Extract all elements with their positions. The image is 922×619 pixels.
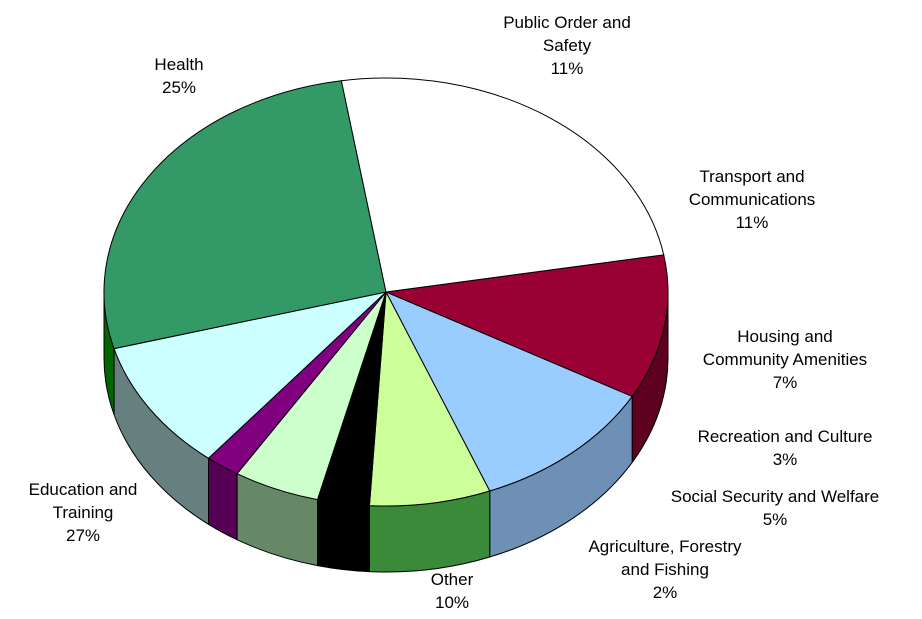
pie-slice-6: [113, 291, 388, 459]
slice-label-5: Agriculture, Forestry and Fishing 2%: [588, 537, 742, 602]
pie-slice-2: [368, 290, 491, 507]
pie-top-faces: [103, 77, 669, 507]
slice-name-5-1: and Fishing: [621, 560, 709, 579]
slice-name-0-0: Public Order and: [503, 13, 631, 32]
slice-label-7: Education and Training 27%: [29, 480, 138, 545]
pie-slice-7: [103, 80, 387, 350]
slice-name-5-0: Agriculture, Forestry: [588, 537, 742, 556]
slice-label-2: Housing and Community Amenities 7%: [703, 327, 867, 392]
slice-label-0: Public Order and Safety 11%: [503, 13, 631, 78]
slice-percent-5: 2%: [653, 583, 678, 602]
slice-label-3: Recreation and Culture 3%: [698, 427, 873, 469]
slice-name-6-0: Other: [431, 570, 474, 589]
slice-percent-8: 25%: [162, 78, 196, 97]
slice-name-2-1: Community Amenities: [703, 350, 867, 369]
slice-label-1: Transport and Communications 11%: [689, 167, 816, 232]
slice-label-6: Other 10%: [431, 570, 474, 612]
slice-name-0-1: Safety: [543, 36, 592, 55]
slice-percent-4: 5%: [763, 510, 788, 529]
slice-percent-0: 11%: [551, 59, 584, 78]
slice-name-7-0: Education and: [29, 480, 138, 499]
slice-percent-2: 7%: [773, 373, 798, 392]
pie-slice-0: [384, 254, 669, 398]
pie-side-walls: [103, 291, 669, 573]
pie-slice-1: [384, 290, 633, 492]
slice-percent-6: 10%: [435, 593, 469, 612]
pie-side-3: [316, 498, 370, 573]
slice-percent-3: 3%: [773, 450, 798, 469]
pie-slice-8: [340, 77, 665, 293]
slice-name-7-1: Training: [53, 503, 114, 522]
slice-name-1-0: Transport and: [699, 167, 804, 186]
slice-name-1-1: Communications: [689, 190, 816, 209]
slice-percent-7: 27%: [66, 526, 100, 545]
slice-name-8-0: Health: [154, 55, 203, 74]
pie-labels: Public Order and Safety 11% Transport and Co…: [29, 13, 880, 612]
slice-name-2-0: Housing and: [737, 327, 832, 346]
slice-name-4-0: Social Security and Welfare: [671, 487, 880, 506]
slice-percent-1: 11%: [736, 213, 769, 232]
slice-name-3-0: Recreation and Culture: [698, 427, 873, 446]
slice-label-4: Social Security and Welfare 5%: [671, 487, 880, 529]
slice-label-8: Health 25%: [154, 55, 203, 97]
